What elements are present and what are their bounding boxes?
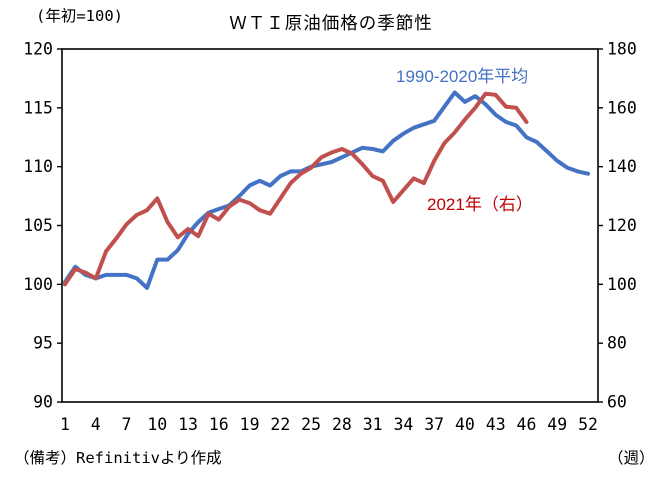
y-left-tick-label: 90: [33, 393, 53, 412]
chart-title: ＷＴＩ原油価格の季節性: [229, 13, 433, 33]
y-left-tick-label: 115: [23, 98, 53, 117]
y-right-tick-label: 60: [607, 393, 627, 412]
x-tick-label: 49: [547, 415, 567, 434]
y-right-tick-label: 80: [607, 334, 627, 353]
x-tick-label: 7: [122, 415, 132, 434]
x-tick-label: 52: [578, 415, 598, 434]
x-tick-label: 25: [301, 415, 321, 434]
x-tick-label: 46: [517, 415, 537, 434]
y-right-tick-label: 100: [607, 275, 637, 294]
x-tick-label: 37: [424, 415, 444, 434]
x-tick-label: 19: [240, 415, 260, 434]
x-tick-label: 4: [91, 415, 101, 434]
x-tick-label: 43: [486, 415, 506, 434]
x-axis-unit-note: （週）: [608, 450, 655, 467]
x-tick-label: 40: [455, 415, 475, 434]
legend-label-1990-2020-average: 1990-2020年平均: [396, 67, 529, 86]
x-tick-label: 34: [393, 415, 413, 434]
source-note: （備考）Refinitivより作成: [14, 449, 222, 467]
y-left-tick-label: 100: [23, 275, 53, 294]
x-tick-label: 22: [270, 415, 290, 434]
y-right-tick-label: 120: [607, 216, 637, 235]
y-left-tick-label: 110: [23, 157, 53, 176]
x-tick-label: 1: [60, 415, 70, 434]
y-left-tick-label: 105: [23, 216, 53, 235]
y-left-tick-label: 120: [23, 40, 53, 59]
legend-label-2021-right: 2021年（右）: [427, 195, 533, 214]
series-line-1990-2020-average: [63, 90, 590, 290]
y-right-tick-label: 180: [607, 40, 637, 59]
x-tick-label: 13: [178, 415, 198, 434]
plot-border: [61, 48, 599, 403]
y-right-tick-label: 140: [607, 157, 637, 176]
x-tick-label: 10: [147, 415, 167, 434]
y-right-tick-label: 160: [607, 98, 637, 117]
axis-unit-note: (年初=100): [36, 7, 123, 25]
x-tick-label: 31: [363, 415, 383, 434]
series-line-2021: [63, 91, 529, 287]
x-tick-label: 16: [209, 415, 229, 434]
y-left-tick-label: 95: [33, 334, 53, 353]
x-tick-label: 28: [332, 415, 352, 434]
